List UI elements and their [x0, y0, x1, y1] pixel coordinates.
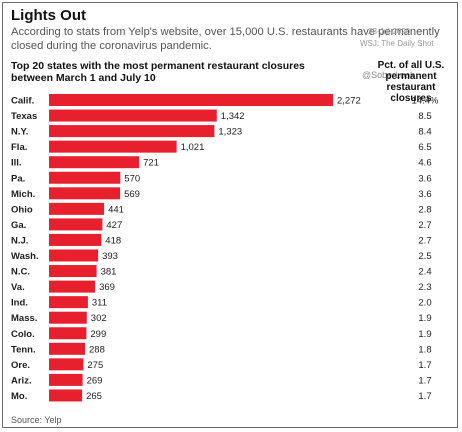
- watermark-source: WSJ: The Daily Shot: [360, 39, 434, 48]
- pct-label: 1.9: [418, 329, 431, 340]
- pct-label: 4.6: [418, 158, 431, 169]
- bar-16: [49, 342, 85, 355]
- category-label: Tenn.: [11, 344, 36, 355]
- category-label: Ore.: [11, 360, 30, 371]
- category-label: N.J.: [11, 235, 28, 246]
- value-label: 441: [108, 204, 124, 215]
- bar-8: [49, 218, 103, 231]
- category-label: Mass.: [11, 313, 37, 324]
- chart-title: Top 20 states with the most permanent re…: [11, 60, 305, 84]
- pct-label: 2.0: [418, 298, 431, 309]
- bar-1: [49, 109, 217, 122]
- value-label: 2,272: [337, 96, 361, 107]
- page-title: Lights Out: [11, 7, 86, 24]
- pct-label: 3.6: [418, 173, 431, 184]
- value-label: 1,021: [181, 142, 205, 153]
- category-label: Texas: [11, 111, 37, 122]
- pct-label: 1.9: [418, 313, 431, 324]
- category-label: Mo.: [11, 391, 27, 402]
- bar-15: [49, 327, 87, 340]
- bar-9: [49, 233, 102, 246]
- bar-17: [49, 358, 84, 371]
- pct-label: 8.5: [418, 111, 431, 122]
- value-label: 381: [101, 267, 117, 278]
- pct-label: 8.4: [418, 127, 431, 138]
- category-label: Va.: [11, 282, 25, 293]
- bar-6: [49, 187, 121, 200]
- bar-5: [49, 171, 121, 184]
- bar-11: [49, 265, 97, 278]
- bar-2: [49, 125, 215, 138]
- value-label: 427: [106, 220, 122, 231]
- category-label: Ind.: [11, 298, 28, 309]
- pct-label: 2.7: [418, 235, 431, 246]
- chart-frame: [2, 2, 458, 428]
- value-label: 1,323: [218, 127, 242, 138]
- pct-label: 14.4%: [412, 96, 439, 107]
- pct-label: 2.5: [418, 251, 431, 262]
- pct-label: 2.4: [418, 267, 431, 278]
- category-label: Ill.: [11, 158, 22, 169]
- watermark-date: 23-Jul-2020: [368, 27, 411, 36]
- category-label: Ga.: [11, 220, 26, 231]
- value-label: 570: [124, 173, 140, 184]
- pct-label: 2.8: [418, 204, 431, 215]
- watermark-handle: @SoberLook: [362, 70, 415, 80]
- category-label: Wash.: [11, 251, 39, 262]
- pct-label: 2.7: [418, 220, 431, 231]
- bar-10: [49, 249, 99, 262]
- value-label: 1,342: [221, 111, 245, 122]
- bar-7: [49, 202, 105, 215]
- category-label: Calif.: [11, 96, 34, 107]
- pct-label: 1.7: [418, 375, 431, 386]
- category-label: Mich.: [11, 189, 35, 200]
- category-label: Ohio: [11, 204, 33, 215]
- value-label: 269: [87, 375, 103, 386]
- value-label: 418: [105, 235, 121, 246]
- bar-19: [49, 389, 83, 402]
- value-label: 265: [86, 391, 102, 402]
- bar-18: [49, 373, 83, 386]
- category-label: N.C.: [11, 267, 30, 278]
- bar-3: [49, 140, 177, 153]
- bar-14: [49, 311, 87, 324]
- bar-0: [49, 94, 333, 106]
- pct-label: 3.6: [418, 189, 431, 200]
- pct-label: 2.3: [418, 282, 431, 293]
- value-label: 288: [89, 344, 105, 355]
- value-label: 275: [87, 360, 103, 371]
- pct-label: 6.5: [418, 142, 431, 153]
- category-label: N.Y.: [11, 127, 28, 138]
- value-label: 369: [99, 282, 115, 293]
- pct-column-header: Pct. of all U.S. permanent restaurant cl…: [377, 60, 445, 104]
- page-subtitle: According to stats from Yelp's website, …: [11, 26, 440, 52]
- category-label: Pa.: [11, 173, 25, 184]
- bar-12: [49, 280, 96, 293]
- pct-label: 1.7: [418, 360, 431, 371]
- source-note: Source: Yelp: [11, 415, 62, 425]
- value-label: 721: [143, 158, 159, 169]
- value-label: 311: [92, 298, 107, 309]
- category-label: Colo.: [11, 329, 35, 340]
- category-label: Ariz.: [11, 375, 32, 386]
- bar-4: [49, 156, 140, 169]
- value-label: 569: [124, 189, 140, 200]
- pct-label: 1.8: [418, 344, 431, 355]
- value-label: 302: [91, 313, 107, 324]
- category-label: Fla.: [11, 142, 27, 153]
- value-label: 299: [90, 329, 106, 340]
- bar-13: [49, 296, 88, 309]
- pct-label: 1.7: [418, 391, 431, 402]
- value-label: 393: [102, 251, 118, 262]
